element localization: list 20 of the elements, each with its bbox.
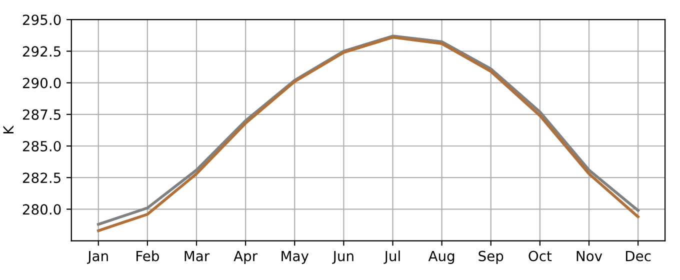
y-tick-label: 290.0 [22,78,61,88]
x-tick-label: Jun [332,250,354,264]
x-tick-label: Mar [184,250,210,262]
y-axis-title: K [3,125,14,134]
x-tick-label: Nov [576,250,602,262]
y-tick-label: 280.0 [22,204,61,215]
x-tick-label: Jul [384,250,400,264]
x-tick-label: Aug [428,250,454,264]
x-tick-label: Apr [234,250,258,264]
y-tick-label: 282.5 [22,172,60,184]
x-tick-label: Oct [528,250,552,262]
y-tick-label: 295.0 [22,14,61,26]
y-tick-label: 285.0 [22,140,61,152]
x-tick-label: Jan [86,250,108,264]
x-tick-label: Dec [626,250,651,262]
x-tick-label: Feb [136,250,159,262]
y-tick-label: 292.5 [22,46,60,57]
x-tick-label: May [282,250,309,264]
y-tick-label: 287.5 [22,109,60,120]
x-tick-label: Sep [478,250,504,264]
